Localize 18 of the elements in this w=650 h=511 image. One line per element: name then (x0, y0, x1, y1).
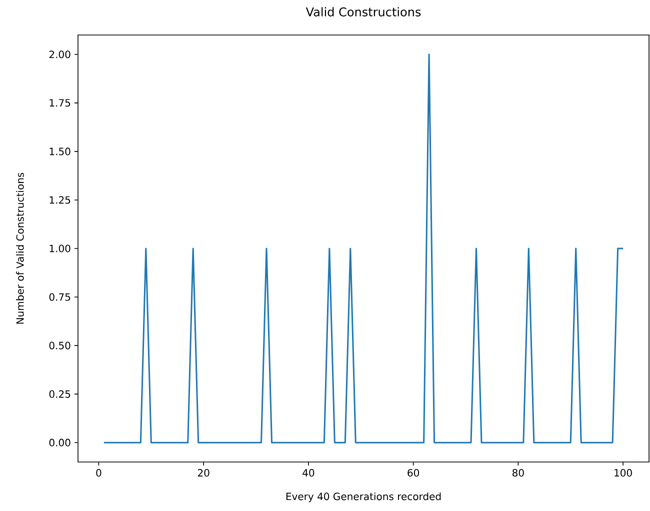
x-tick-label: 80 (512, 469, 524, 477)
y-axis-title: Number of Valid Constructions (16, 172, 24, 324)
y-tick-label: 1.50 (50, 148, 70, 156)
chart-title: Valid Constructions (306, 7, 421, 16)
y-tick-label: 0.00 (49, 438, 70, 446)
x-tick-label: 20 (198, 469, 210, 477)
y-tick-label: 1.25 (50, 196, 70, 204)
x-tick-label: 40 (302, 469, 314, 477)
y-tick-label: 1.75 (50, 99, 70, 107)
y-tick-label: 0.25 (49, 390, 70, 398)
x-tick-label: 100 (614, 469, 632, 477)
x-axis-title: Every 40 Generations recorded (286, 492, 441, 502)
y-tick-label: 0.50 (49, 342, 70, 350)
y-tick-label: 2.00 (49, 50, 70, 58)
x-tick-label: 60 (408, 469, 420, 477)
x-tick-label: 0 (96, 469, 102, 477)
y-tick-label: 0.75 (49, 293, 70, 301)
y-tick-label: 1.00 (50, 244, 70, 252)
